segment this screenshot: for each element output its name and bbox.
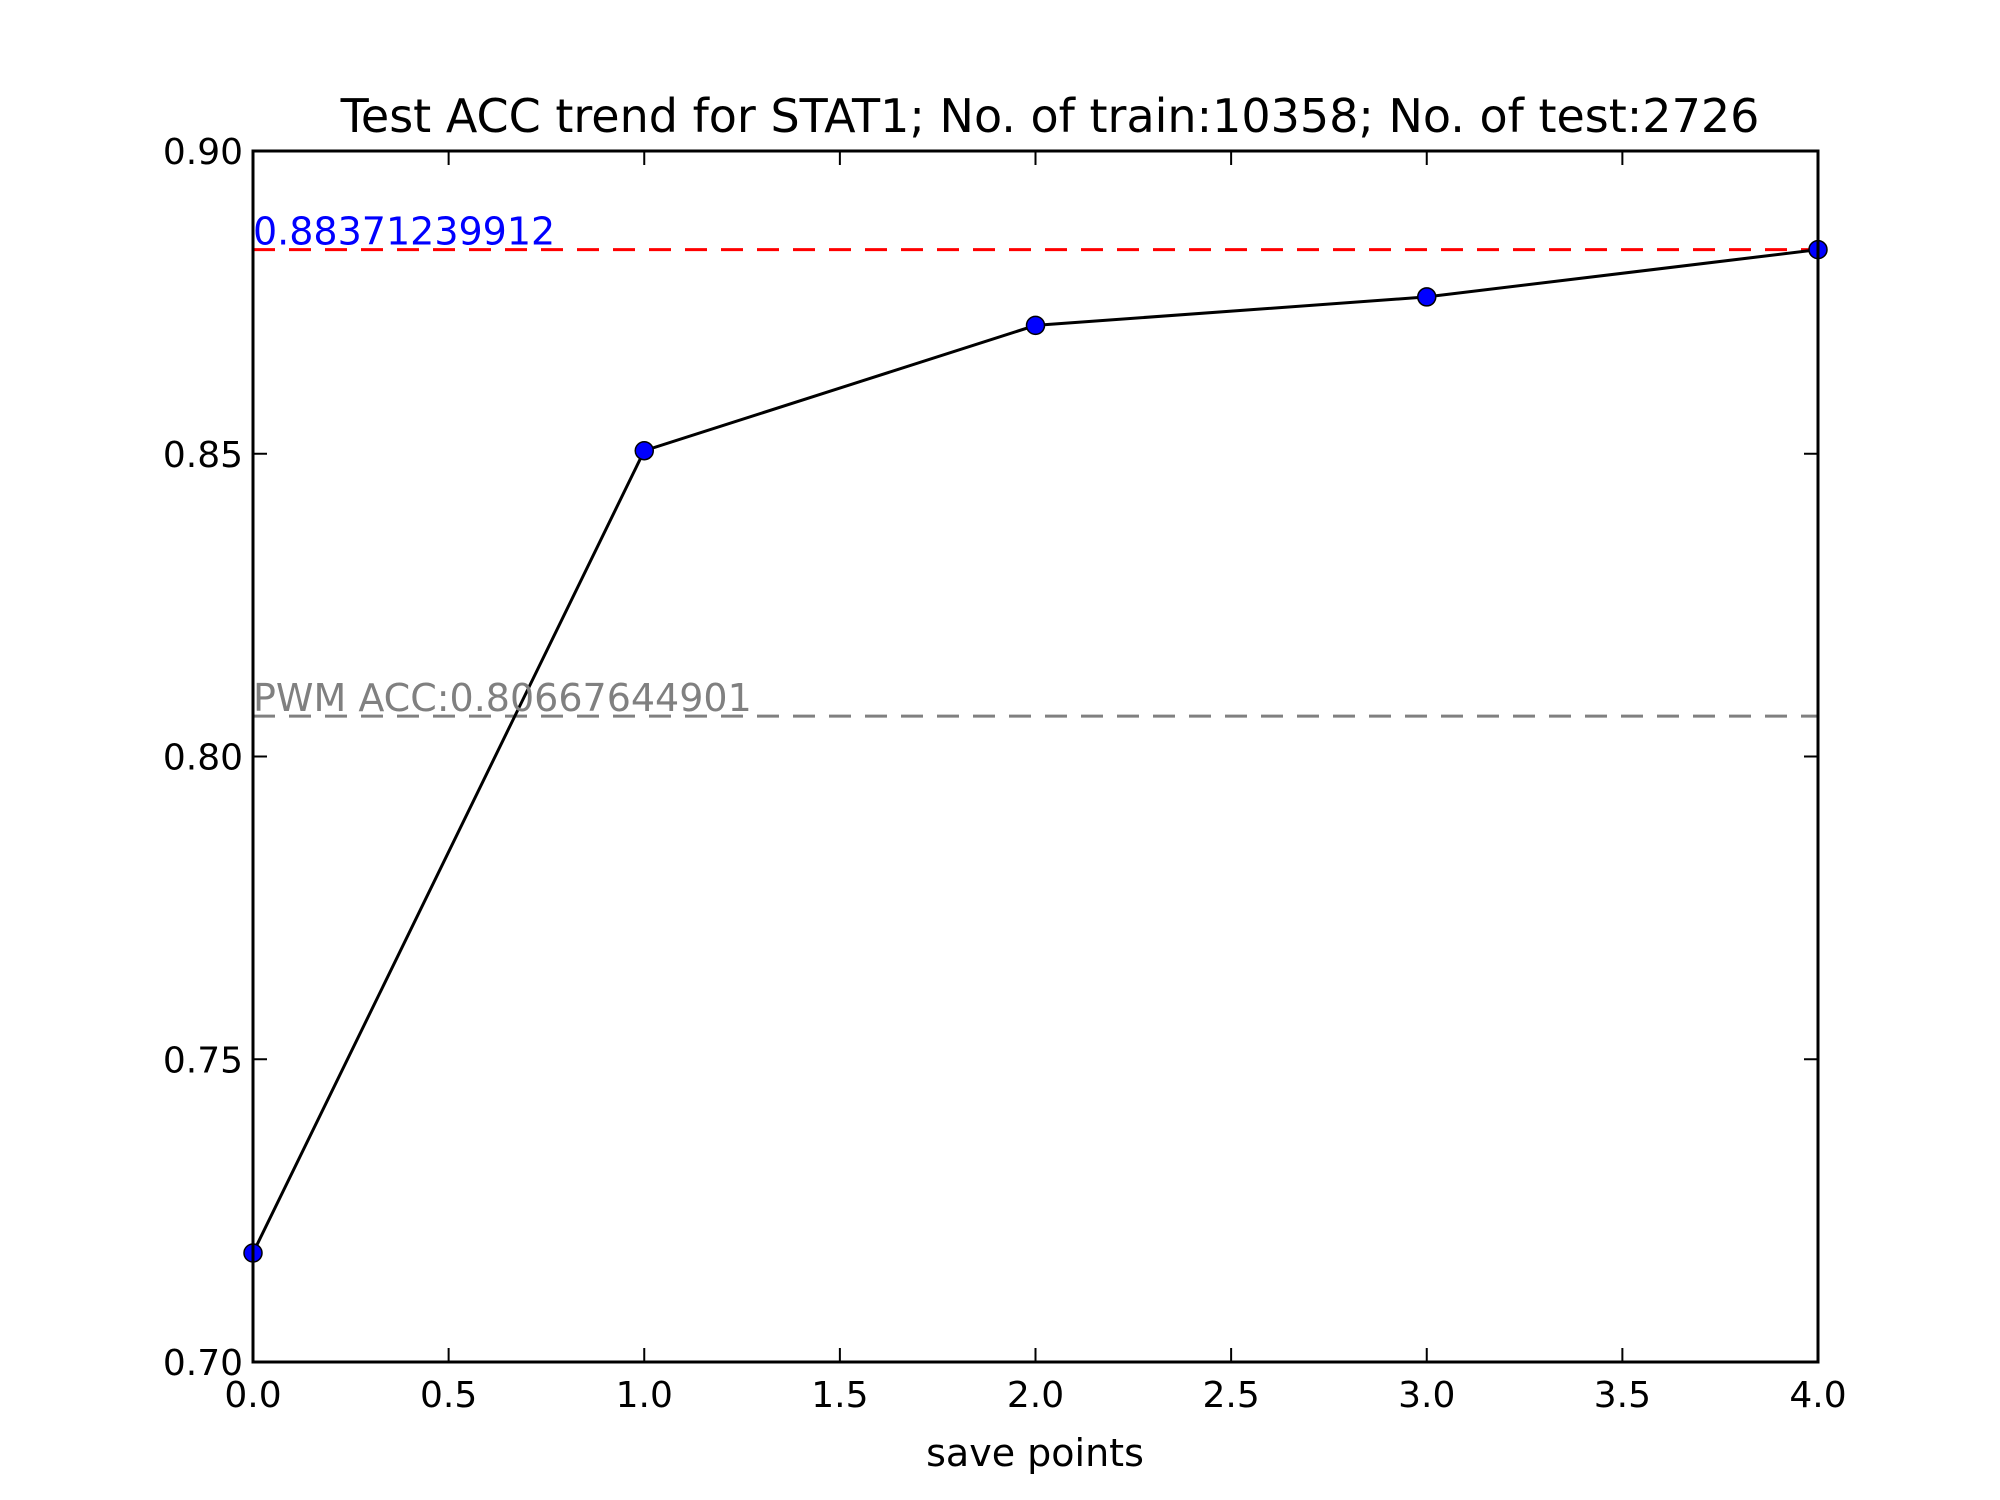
x-tick-label: 3.5	[1594, 1375, 1651, 1416]
x-tick-label: 0.5	[420, 1375, 477, 1416]
x-tick-label: 0.0	[224, 1375, 281, 1416]
data-point	[634, 440, 654, 461]
reference-line-label-1: PWM ACC:0.80667644901	[253, 676, 752, 720]
x-tick-label: 1.0	[616, 1375, 673, 1416]
data-point	[1025, 315, 1046, 336]
y-tick-label: 0.70	[163, 1343, 243, 1384]
x-tick-label: 3.0	[1398, 1375, 1455, 1416]
annotations: 0.88371239912 PWM ACC:0.80667644901	[253, 210, 752, 720]
reference-line-label-0: 0.88371239912	[253, 210, 555, 254]
chart-title: Test ACC trend for STAT1; No. of train:1…	[340, 89, 1760, 143]
x-axis-label: save points	[926, 1431, 1144, 1475]
x-tick-label: 4.0	[1789, 1375, 1846, 1416]
y-tick-label: 0.85	[163, 435, 243, 476]
y-tick-label: 0.90	[163, 132, 243, 173]
x-tick-label: 2.0	[1007, 1375, 1064, 1416]
plot-frame	[251, 149, 1820, 1364]
x-tick-label: 1.5	[811, 1375, 868, 1416]
data-point	[1417, 287, 1437, 307]
x-tick-label: 2.5	[1202, 1375, 1259, 1416]
y-tick-label: 0.75	[163, 1040, 243, 1081]
axis-ticks: 0.0 0.5 1.0 1.5 2.0 2.5 3.0 3.5 4.00.700.750.800…	[163, 132, 1847, 1416]
y-tick-label: 0.80	[163, 738, 243, 779]
